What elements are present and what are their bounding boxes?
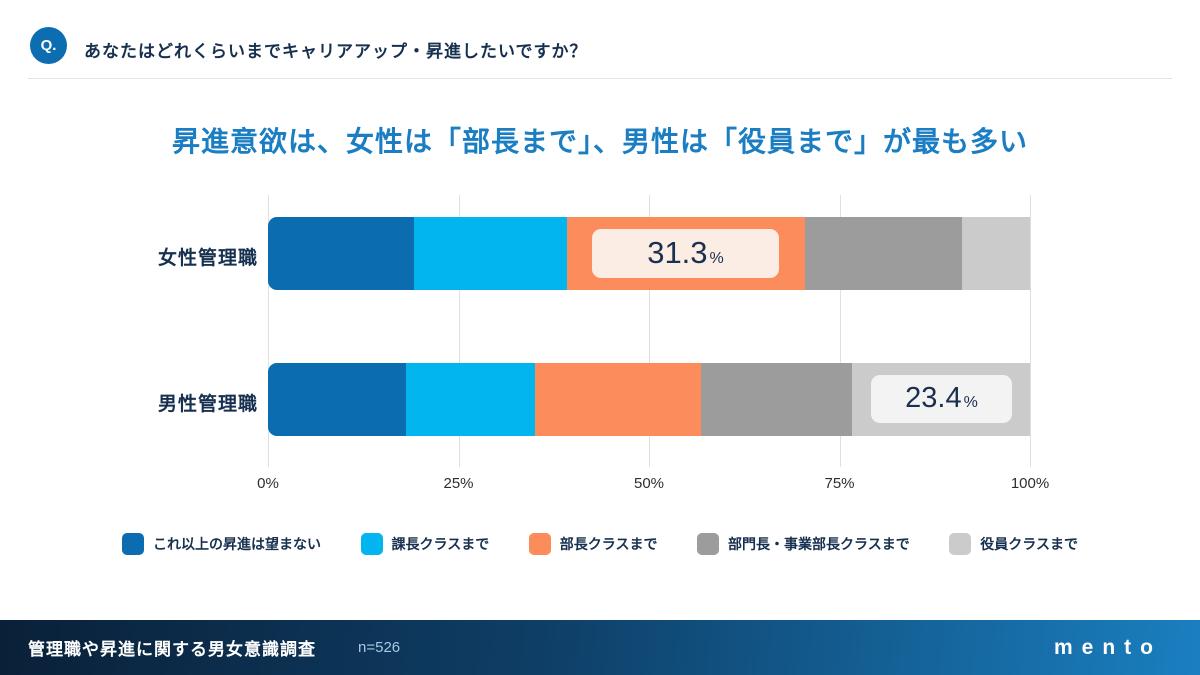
legend-swatch-0 bbox=[122, 533, 144, 555]
gridline-50 bbox=[649, 195, 650, 467]
x-axis: 0% 25% 50% 75% 100% bbox=[257, 475, 1049, 497]
category-label-female: 女性管理職 bbox=[157, 248, 258, 269]
x-tick-100: 100% bbox=[1010, 475, 1050, 492]
mento-logo: mento bbox=[1054, 635, 1162, 659]
legend: これ以上の昇進は望まない 課長クラスまで 部長クラスまで 部門長・事業部長クラス… bbox=[122, 533, 1078, 555]
bar-segment-1-3 bbox=[700, 363, 852, 436]
gridline-75 bbox=[839, 195, 841, 467]
legend-item-3: 部門長・事業部長クラスまで bbox=[697, 533, 910, 555]
legend-swatch-2 bbox=[528, 533, 551, 555]
legend-item-4: 役員クラスまで bbox=[949, 533, 1078, 555]
bar-segment-1-1 bbox=[405, 363, 536, 436]
bar-segment-1-2 bbox=[535, 363, 701, 436]
legend-label-3: 部門長・事業部長クラスまで bbox=[728, 536, 910, 552]
gridline-25 bbox=[458, 195, 460, 467]
legend-label-0: これ以上の昇進は望まない bbox=[153, 536, 321, 552]
footer-survey-title: 管理職や昇進に関する男女意識調査 bbox=[28, 640, 316, 659]
question-badge-label: Q. bbox=[40, 37, 57, 54]
legend-item-1: 課長クラスまで bbox=[360, 533, 490, 555]
x-tick-50: 50% bbox=[633, 475, 665, 492]
data-label-female-unit: % bbox=[709, 250, 724, 267]
data-label-male-unit: % bbox=[963, 394, 978, 411]
bar-segment-0-1 bbox=[413, 217, 567, 290]
legend-swatch-3 bbox=[697, 533, 720, 555]
legend-item-2: 部長クラスまで bbox=[528, 533, 658, 555]
bar-segment-0-3 bbox=[805, 217, 963, 290]
data-label-male-value: 23.4 bbox=[905, 382, 962, 414]
legend-item-0: これ以上の昇進は望まない bbox=[122, 533, 321, 555]
data-label-female: 31.3 % bbox=[592, 229, 779, 278]
data-label-female-value: 31.3 bbox=[647, 235, 708, 270]
chart-title: 昇進意欲は、女性は「部長まで」、男性は「役員まで」が最も多い bbox=[171, 126, 1028, 157]
category-label-male: 男性管理職 bbox=[157, 394, 258, 415]
question-badge-icon: Q. bbox=[30, 27, 67, 64]
legend-swatch-4 bbox=[949, 533, 972, 555]
question-text: あなたはどれくらいまでキャリアアップ・昇進したいですか？ bbox=[84, 42, 588, 61]
bar-segment-0-0 bbox=[268, 217, 414, 290]
gridline-0 bbox=[268, 195, 269, 467]
legend-label-2: 部長クラスまで bbox=[559, 536, 658, 552]
header-divider bbox=[28, 78, 1172, 79]
bar-segment-1-0 bbox=[268, 363, 406, 436]
data-label-male: 23.4 % bbox=[871, 375, 1012, 423]
bar-segment-0-4 bbox=[962, 217, 1030, 290]
footer-bar: 管理職や昇進に関する男女意識調査 n=526 mento bbox=[0, 620, 1200, 675]
gridline-100 bbox=[1030, 195, 1031, 467]
footer-sample-size: n=526 bbox=[358, 639, 401, 656]
x-tick-75: 75% bbox=[824, 475, 855, 492]
x-tick-0: 0% bbox=[257, 475, 279, 492]
legend-label-4: 役員クラスまで bbox=[980, 536, 1078, 552]
legend-swatch-1 bbox=[360, 533, 383, 555]
x-tick-25: 25% bbox=[443, 475, 474, 492]
legend-label-1: 課長クラスまで bbox=[391, 536, 490, 552]
